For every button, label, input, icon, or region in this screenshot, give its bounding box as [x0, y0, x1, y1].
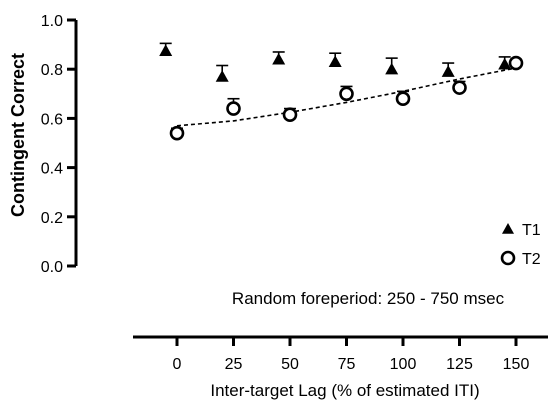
x-tick-label: 100: [390, 356, 417, 373]
y-tick-label: 0.0: [41, 259, 63, 276]
series-group: [159, 42, 524, 141]
y-tick-label: 0.2: [41, 210, 63, 227]
y-axis: 0.0 0.2 0.4 0.6 0.8 1.0: [41, 13, 78, 276]
y-tick-label: 1.0: [41, 13, 63, 30]
x-tick-label: 150: [503, 356, 530, 373]
fit-line: [176, 67, 517, 127]
data-point-t1: [159, 44, 173, 56]
data-point-t1: [385, 62, 399, 75]
data-point-t1: [498, 57, 512, 70]
legend-label-t2: T2: [522, 251, 541, 268]
legend-marker-t1: [502, 223, 514, 234]
x-tick-label: 0: [173, 356, 182, 373]
series-t2: [169, 55, 524, 141]
x-tick-label: 125: [446, 356, 473, 373]
legend: T1 T2: [500, 222, 541, 268]
y-tick-label: 0.6: [41, 111, 63, 128]
data-point-t2: [339, 86, 354, 102]
legend-label-t1: T1: [522, 222, 541, 239]
chart-annotation: Random foreperiod: 250 - 750 msec: [232, 289, 505, 308]
x-axis-label: Inter-target Lag (% of estimated ITI): [210, 381, 479, 400]
data-point-t1: [328, 55, 342, 68]
data-point-t2: [169, 125, 185, 141]
y-tick-label: 0.8: [41, 62, 63, 79]
fit-line-group: [176, 67, 517, 127]
x-tick-label: 75: [338, 356, 356, 373]
series-t1: [159, 42, 512, 82]
data-point-t2: [226, 101, 241, 116]
x-axis: 0 25 50 75 100 125 150: [133, 335, 548, 373]
data-point-t1: [272, 52, 286, 65]
legend-marker-t2: [500, 250, 516, 266]
y-tick-label: 0.4: [41, 161, 63, 178]
data-point-t1: [215, 70, 229, 82]
x-tick-label: 50: [281, 356, 299, 373]
data-point-t1: [441, 65, 455, 77]
data-point-t2: [508, 55, 524, 71]
data-point-t2: [452, 80, 467, 95]
data-point-t2: [395, 91, 411, 107]
x-tick-label: 25: [225, 356, 243, 373]
data-point-t2: [282, 107, 298, 123]
y-axis-label: Contingent Correct: [8, 53, 28, 217]
